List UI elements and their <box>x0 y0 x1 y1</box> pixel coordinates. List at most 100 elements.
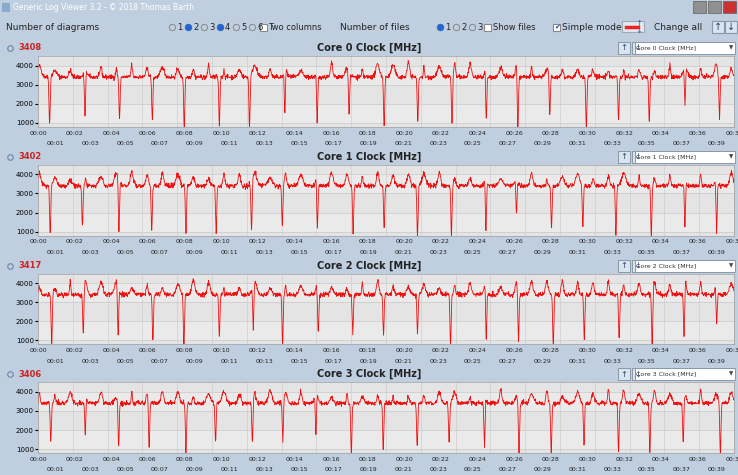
Text: 00:24: 00:24 <box>469 239 486 245</box>
Text: 00:16: 00:16 <box>323 239 340 245</box>
Text: 00:25: 00:25 <box>464 250 482 255</box>
Text: 00:24: 00:24 <box>469 457 486 462</box>
Bar <box>635 151 735 163</box>
Text: 00:29: 00:29 <box>534 359 551 363</box>
Text: 00:13: 00:13 <box>255 467 273 472</box>
Text: 00:08: 00:08 <box>176 457 193 462</box>
Bar <box>38 56 734 66</box>
Text: 00:28: 00:28 <box>542 239 559 245</box>
Bar <box>38 104 734 123</box>
Text: 00:25: 00:25 <box>464 467 482 472</box>
Text: 00:29: 00:29 <box>534 467 551 472</box>
Bar <box>693 1 706 13</box>
Text: 00:11: 00:11 <box>221 467 238 472</box>
Text: 00:27: 00:27 <box>499 467 517 472</box>
Text: 00:39: 00:39 <box>708 141 725 146</box>
Text: 00:05: 00:05 <box>116 141 134 146</box>
Text: ↓: ↓ <box>635 26 642 35</box>
Text: Core 1 Clock [MHz]: Core 1 Clock [MHz] <box>317 152 421 162</box>
Text: 00:38: 00:38 <box>725 457 738 462</box>
FancyArrowPatch shape <box>638 23 641 27</box>
Bar <box>553 24 560 31</box>
Text: 00:15: 00:15 <box>290 359 308 363</box>
Text: 00:03: 00:03 <box>81 141 99 146</box>
Text: 00:08: 00:08 <box>176 239 193 245</box>
Text: 00:15: 00:15 <box>290 467 308 472</box>
Text: 00:00: 00:00 <box>30 239 46 245</box>
Bar <box>708 1 721 13</box>
Text: 00:23: 00:23 <box>430 141 447 146</box>
Text: 00:33: 00:33 <box>603 467 621 472</box>
Text: 00:06: 00:06 <box>139 131 156 136</box>
Text: 00:07: 00:07 <box>151 467 169 472</box>
Text: 00:03: 00:03 <box>81 467 99 472</box>
Text: 00:07: 00:07 <box>151 141 169 146</box>
Text: 00:34: 00:34 <box>652 131 669 136</box>
Bar <box>38 165 734 174</box>
Bar <box>260 24 267 31</box>
Bar <box>38 85 734 104</box>
Text: 00:36: 00:36 <box>689 457 706 462</box>
Bar <box>38 430 734 449</box>
Text: 00:02: 00:02 <box>66 457 83 462</box>
Text: 00:12: 00:12 <box>249 239 266 245</box>
Text: 00:31: 00:31 <box>568 141 586 146</box>
Text: 00:35: 00:35 <box>638 250 656 255</box>
Text: ↑: ↑ <box>621 370 627 379</box>
Text: 00:36: 00:36 <box>689 131 706 136</box>
Text: 00:15: 00:15 <box>290 250 308 255</box>
Bar <box>38 341 734 344</box>
Text: 00:13: 00:13 <box>255 359 273 363</box>
Bar <box>38 321 734 341</box>
Bar <box>632 151 644 163</box>
Text: ✔: ✔ <box>554 24 560 30</box>
Text: 00:38: 00:38 <box>725 348 738 353</box>
Text: 00:35: 00:35 <box>638 141 656 146</box>
Text: 00:30: 00:30 <box>579 239 596 245</box>
Text: 00:31: 00:31 <box>568 359 586 363</box>
Text: ↑: ↑ <box>714 22 722 32</box>
Text: 00:11: 00:11 <box>221 250 238 255</box>
Text: 00:10: 00:10 <box>213 239 230 245</box>
Text: 00:06: 00:06 <box>139 348 156 353</box>
Text: 00:27: 00:27 <box>499 141 517 146</box>
Bar <box>38 66 734 85</box>
Text: ▼: ▼ <box>729 154 733 159</box>
Text: Core 1 Clock [MHz]: Core 1 Clock [MHz] <box>636 154 696 159</box>
Bar <box>38 302 734 321</box>
Text: 00:02: 00:02 <box>66 239 83 245</box>
Text: 00:07: 00:07 <box>151 250 169 255</box>
Bar <box>38 123 734 127</box>
Text: 00:05: 00:05 <box>116 250 134 255</box>
Text: 00:02: 00:02 <box>66 131 83 136</box>
Text: 00:38: 00:38 <box>725 239 738 245</box>
Text: 00:16: 00:16 <box>323 457 340 462</box>
Bar <box>712 21 724 33</box>
Text: ↑: ↑ <box>635 19 642 28</box>
Bar <box>618 368 630 380</box>
Text: 00:20: 00:20 <box>396 457 413 462</box>
Text: 00:17: 00:17 <box>325 250 342 255</box>
Text: 00:18: 00:18 <box>359 239 376 245</box>
Text: ↓: ↓ <box>635 261 641 270</box>
Text: 00:20: 00:20 <box>396 239 413 245</box>
Bar <box>38 283 734 302</box>
Text: 00:01: 00:01 <box>46 141 64 146</box>
Text: 00:35: 00:35 <box>638 467 656 472</box>
Text: 00:04: 00:04 <box>103 348 120 353</box>
Text: ↓: ↓ <box>635 152 641 161</box>
Text: ▼: ▼ <box>729 46 733 50</box>
Text: 00:28: 00:28 <box>542 131 559 136</box>
Text: 3402: 3402 <box>18 152 41 161</box>
Text: 00:06: 00:06 <box>139 239 156 245</box>
Text: 00:37: 00:37 <box>673 359 691 363</box>
Text: 00:16: 00:16 <box>323 348 340 353</box>
Text: 00:14: 00:14 <box>286 239 303 245</box>
Text: 00:17: 00:17 <box>325 141 342 146</box>
Text: 00:22: 00:22 <box>432 131 450 136</box>
Text: 00:17: 00:17 <box>325 359 342 363</box>
Text: ↓: ↓ <box>635 370 641 379</box>
Text: 00:37: 00:37 <box>673 250 691 255</box>
Text: 00:09: 00:09 <box>186 250 204 255</box>
Bar <box>38 382 734 392</box>
